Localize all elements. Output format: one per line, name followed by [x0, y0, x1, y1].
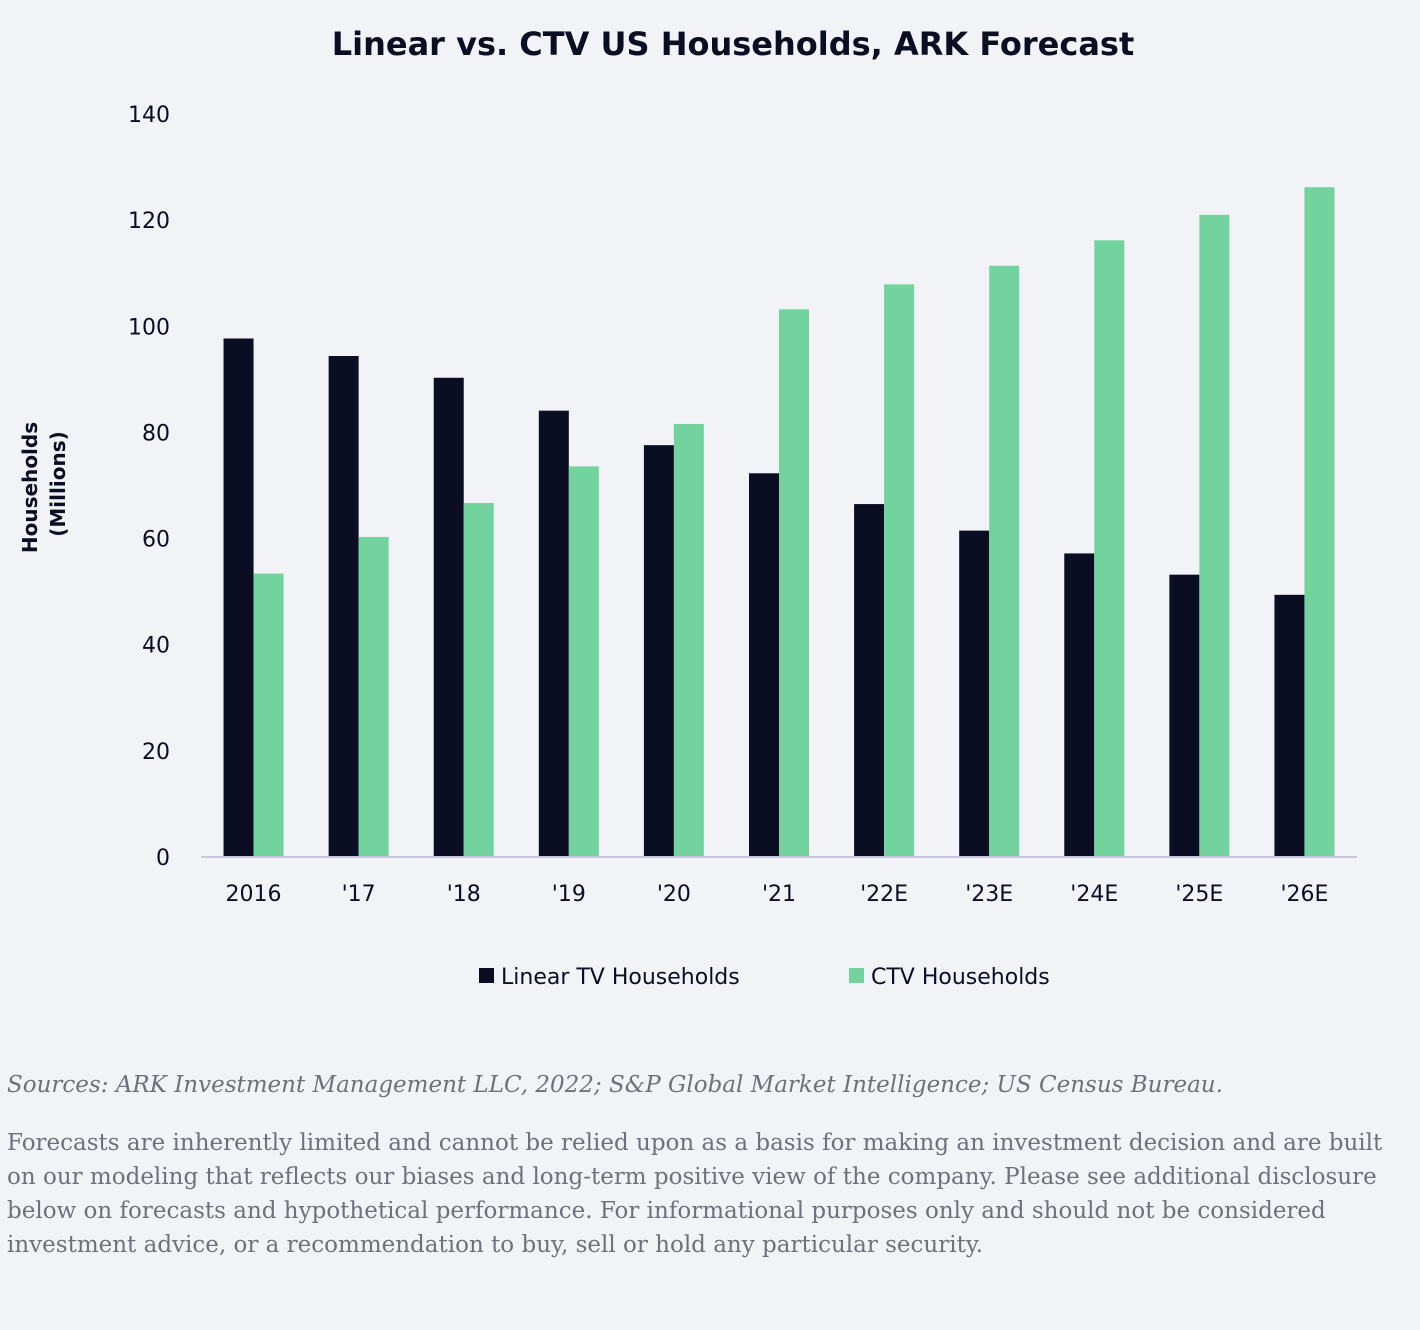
- x-tick-label: '22E: [860, 882, 908, 907]
- y-tick-label: 80: [142, 421, 170, 446]
- bar-linear-tv: [328, 356, 359, 857]
- bar-ctv: [1304, 187, 1335, 857]
- y-tick-label: 140: [128, 103, 170, 128]
- bar-ctv: [1094, 240, 1125, 857]
- legend-swatch: [479, 968, 494, 983]
- x-tick-label: '18: [447, 882, 481, 907]
- bar-ctv: [989, 265, 1020, 857]
- y-tick-label: 100: [128, 315, 170, 340]
- x-tick-label: '19: [552, 882, 586, 907]
- bar-ctv: [884, 284, 915, 858]
- sources-note: Sources: ARK Investment Management LLC, …: [7, 1072, 1223, 1098]
- legend-label: Linear TV Households: [501, 965, 740, 990]
- bar-ctv: [253, 573, 284, 857]
- bar-ctv: [673, 423, 704, 857]
- y-tick-label: 0: [156, 846, 170, 871]
- bar-linear-tv: [223, 338, 254, 857]
- x-tick-label: '17: [342, 882, 376, 907]
- x-tick-label: '23E: [965, 882, 1013, 907]
- bar-linear-tv: [1169, 574, 1200, 857]
- disclaimer-text: Forecasts are inherently limited and can…: [7, 1130, 1383, 1258]
- legend: Linear TV Households CTV Households: [479, 965, 1050, 990]
- x-tick-label: '25E: [1175, 882, 1223, 907]
- y-axis-ticks: 0 20 40 60 80 100 120 140: [128, 103, 170, 871]
- x-tick-label: '24E: [1070, 882, 1118, 907]
- bar-ctv: [568, 466, 599, 857]
- x-axis-ticks: 2016 '17 '18 '19 '20 '21 '22E '23E '24E '25E '26E: [226, 882, 1329, 907]
- bar-linear-tv: [959, 530, 990, 857]
- y-tick-label: 20: [142, 740, 170, 765]
- legend-label: CTV Households: [871, 965, 1050, 990]
- bar-ctv: [358, 536, 389, 857]
- bar-ctv: [463, 503, 494, 857]
- y-tick-label: 60: [142, 528, 170, 553]
- bar-linear-tv: [1274, 594, 1305, 857]
- chart-title: Linear vs. CTV US Households, ARK Foreca…: [332, 25, 1135, 63]
- y-axis-title-line-2: (Millions): [46, 431, 70, 537]
- x-tick-label: '21: [762, 882, 796, 907]
- x-tick-label: '20: [657, 882, 691, 907]
- bar-linear-tv: [854, 504, 885, 857]
- bar-linear-tv: [1064, 553, 1095, 857]
- bars: [223, 187, 1335, 858]
- y-axis-title: Households (Millions): [18, 415, 70, 553]
- y-axis-title-line-1: Households: [18, 422, 42, 553]
- bar-linear-tv: [749, 473, 779, 857]
- x-tick-label: 2016: [226, 882, 282, 907]
- legend-swatch: [849, 968, 864, 983]
- x-tick-label: '26E: [1280, 882, 1328, 907]
- chart: Linear vs. CTV US Households, ARK Foreca…: [18, 25, 1357, 990]
- y-tick-label: 120: [128, 209, 170, 234]
- y-tick-label: 40: [142, 634, 170, 659]
- bar-linear-tv: [433, 377, 464, 857]
- bar-linear-tv: [538, 410, 569, 857]
- bar-linear-tv: [643, 445, 674, 857]
- bar-ctv: [1199, 214, 1230, 858]
- bar-ctv: [779, 309, 809, 857]
